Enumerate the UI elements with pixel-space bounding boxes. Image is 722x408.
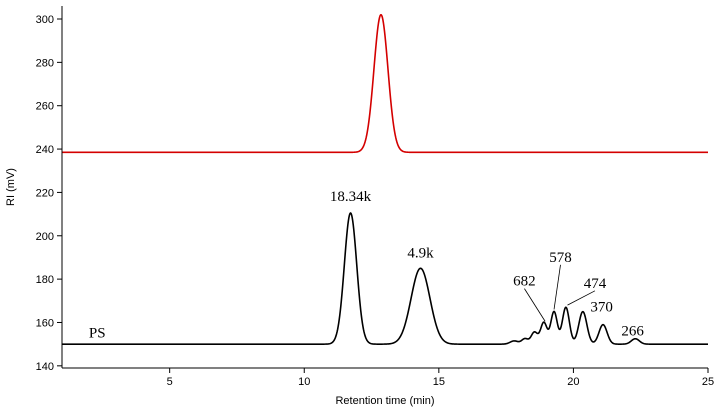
x-tick-label: 25: [702, 376, 714, 388]
x-axis-title: Retention time (min): [335, 395, 434, 407]
series-line-1: [61, 212, 709, 345]
series-layer: [61, 13, 709, 345]
y-tick-label: 300: [36, 14, 54, 26]
y-tick-label: 280: [36, 57, 54, 69]
peak-label: 682: [513, 274, 536, 290]
axes-layer: 140 160 180 200 220 240 260 280 300 5 10 15 20 25 Rete…: [5, 6, 714, 407]
y-tick-label: 140: [36, 361, 54, 373]
y-tick-label: 160: [36, 317, 54, 329]
series-line-0: [61, 13, 709, 154]
y-tick-label: 180: [36, 274, 54, 286]
peak-label: 4.9k: [407, 245, 434, 261]
peak-label-pointer: [524, 288, 546, 322]
x-tick-label: 15: [433, 376, 445, 388]
peak-label: 18.34k: [330, 189, 372, 205]
y-tick-label: 240: [36, 144, 54, 156]
y-tick-label: 260: [36, 101, 54, 113]
x-tick-label: 5: [167, 376, 173, 388]
peak-label: 474: [584, 276, 607, 292]
y-tick-label: 200: [36, 231, 54, 243]
peak-label: 266: [621, 323, 644, 339]
y-axis-title: RI (mV): [5, 168, 17, 206]
x-tick-label: 10: [298, 376, 310, 388]
peak-label-pointer: [553, 264, 561, 310]
peak-label-pointer: [567, 290, 596, 306]
peak-label: PS: [89, 326, 106, 342]
annotation-layer: 18.34k 4.9k 682 578 474 370 266 PS: [89, 189, 644, 342]
peak-label: 370: [590, 300, 613, 316]
x-tick-label: 20: [567, 376, 579, 388]
y-tick-label: 220: [36, 187, 54, 199]
peak-label: 578: [549, 250, 572, 266]
